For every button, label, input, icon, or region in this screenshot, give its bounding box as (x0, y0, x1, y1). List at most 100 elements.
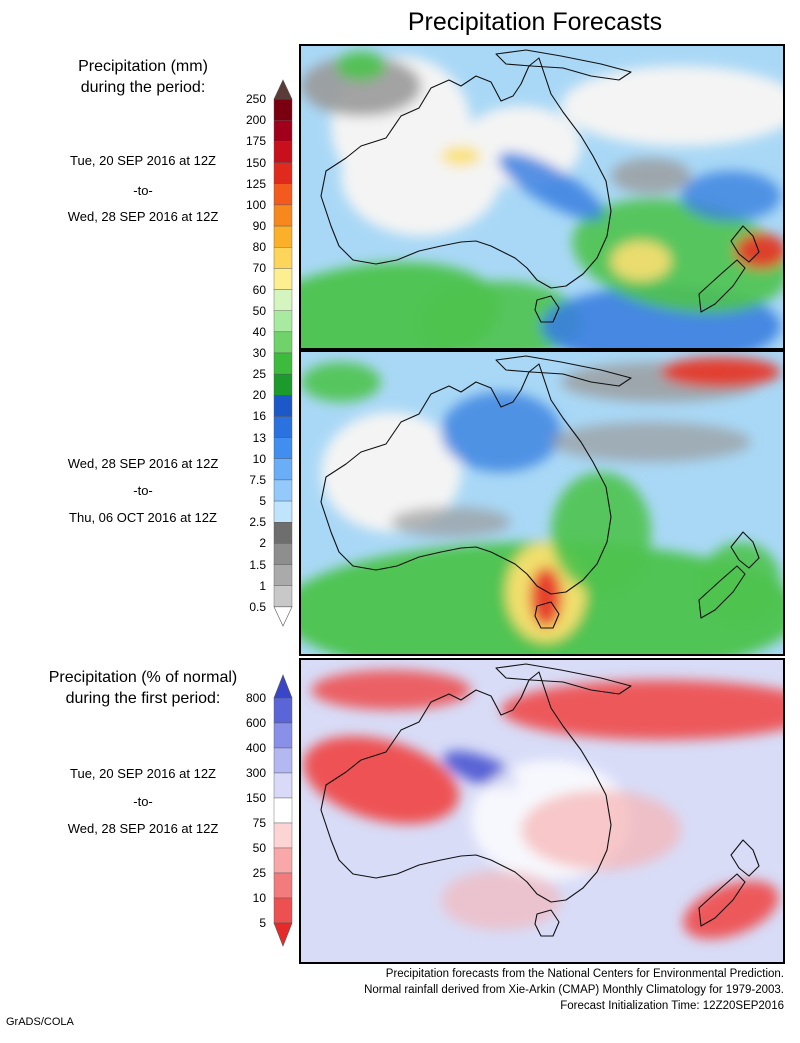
dry-region-pacific (561, 66, 783, 146)
nz-north-island-coastline (730, 531, 760, 569)
australia-coastline (320, 671, 612, 903)
precip-colorbar-tick-label: 25 (252, 367, 266, 382)
precip-region (441, 146, 481, 166)
nz-south-island-coastline (698, 565, 746, 619)
percent-colorbar-swatch (273, 747, 293, 774)
precip-colorbar-svg (273, 79, 293, 627)
precip-colorbar-swatch (273, 500, 293, 523)
percent-heading: Precipitation (% of normal) during the f… (8, 667, 278, 709)
precip-colorbar-tick-label: 16 (252, 409, 266, 424)
period2-start: Wed, 28 SEP 2016 at 12Z (67, 456, 219, 471)
precip-colorbar-tick-label: 150 (245, 155, 266, 170)
below-normal-west (303, 736, 459, 824)
precip-region (701, 542, 781, 622)
percent-normal-map (301, 660, 783, 962)
precip-region (498, 152, 604, 220)
dry-region-west (321, 412, 461, 532)
precip-colorbar-labels: 250 200 175 150 125 100 90 80 70 60 50 40 30 25 20 16 13… (226, 78, 266, 628)
period3-sep: -to- (133, 794, 153, 809)
precip-colorbar-swatch (273, 268, 293, 290)
below-normal-north-pacific (501, 680, 783, 740)
precip-colorbar-swatch (273, 522, 293, 544)
footer-notes: Precipitation forecasts from the Nationa… (264, 966, 784, 1014)
precip-region (441, 870, 561, 930)
footer-line-1: Precipitation forecasts from the Nationa… (385, 968, 784, 980)
percent-colorbar-tick-label: 150 (245, 791, 266, 805)
percent-colorbar-tick-label: 600 (245, 716, 266, 730)
period3-end: Wed, 28 SEP 2016 at 12Z (67, 821, 219, 836)
precip-colorbar-tick-label: 50 (252, 303, 266, 318)
precip-region (611, 241, 671, 281)
precip-colorbar-swatch (273, 373, 293, 396)
precip-colorbar-tick-label: 10 (252, 451, 266, 466)
nz-south-island-coastline (698, 259, 746, 313)
precip-colorbar-swatch (273, 141, 293, 163)
precip-colorbar-swatch (273, 606, 293, 627)
precip-colorbar-swatch (273, 120, 293, 142)
new-guinea-coastline (495, 49, 632, 81)
precip-colorbar-swatch (273, 79, 293, 100)
percent-colorbar-swatch (273, 897, 293, 924)
footer-line-3: Forecast Initialization Time: 12Z20SEP20… (560, 1000, 784, 1012)
precip-colorbar-swatch (273, 289, 293, 311)
precip-colorbar-swatch (273, 204, 293, 227)
precip-colorbar-swatch (273, 395, 293, 417)
credit-label: GrADS/COLA (6, 1016, 74, 1028)
precip-colorbar-tick-label: 60 (252, 282, 266, 297)
precip-region (611, 158, 691, 194)
below-normal-new-zealand (683, 880, 779, 940)
percent-colorbar-swatch (273, 847, 293, 874)
precip-colorbar-swatch (273, 225, 293, 248)
precip-map-week1 (301, 46, 783, 348)
precip-colorbar-tick-label: 100 (245, 197, 266, 212)
precip-heading-line-2: during the period: (80, 79, 206, 96)
precip-colorbar (268, 78, 298, 628)
precip-colorbar-swatch (273, 162, 293, 184)
precip-region (301, 56, 421, 116)
precip-map-week2 (301, 352, 783, 654)
percent-colorbar-svg (273, 674, 293, 947)
australia-coastline (320, 363, 612, 595)
precip-colorbar-swatch (273, 247, 293, 269)
precip-colorbar-tick-label: 5 (259, 494, 266, 509)
percent-colorbar-tick-label: 5 (259, 916, 266, 930)
precip-region (681, 171, 781, 221)
precip-heading: Precipitation (mm) during the period: (8, 56, 278, 98)
precip-colorbar-tick-label: 20 (252, 388, 266, 403)
map-panel-week1 (299, 44, 785, 350)
precip-colorbar-tick-label: 30 (252, 346, 266, 360)
percent-colorbar-swatch (273, 674, 293, 699)
precip-colorbar-tick-label: 2.5 (249, 515, 266, 530)
percent-colorbar-tick-label: 25 (252, 866, 266, 880)
precip-region (421, 281, 581, 348)
map-panel-percent (299, 658, 785, 964)
precip-colorbar-tick-label: 250 (245, 92, 266, 107)
precip-region (441, 392, 561, 472)
nz-north-island-coastline (730, 839, 760, 877)
period3-start: Tue, 20 SEP 2016 at 12Z (70, 766, 216, 781)
nz-north-island-coastline (730, 225, 760, 263)
nz-south-island-coastline (698, 873, 746, 927)
precip-colorbar-tick-label: 13 (252, 430, 266, 445)
map-panel-week2 (299, 350, 785, 656)
rain-region-southwest (301, 262, 500, 348)
new-guinea-coastline (495, 663, 632, 695)
precip-colorbar-tick-label: 2 (259, 536, 266, 551)
precip-region (391, 507, 511, 537)
percent-colorbar-tick-label: 10 (252, 891, 266, 905)
tasmania-coastline (534, 601, 560, 629)
precip-region (336, 51, 386, 81)
percent-colorbar-swatch (273, 872, 293, 899)
footer-line-2: Normal rainfall derived from Xie-Arkin (… (364, 984, 784, 996)
percent-heading-line-1: Precipitation (% of normal) (48, 669, 238, 686)
precip-colorbar-swatch (273, 352, 293, 375)
percent-colorbar-tick-label: 50 (252, 841, 266, 855)
percent-colorbar-labels: 800 600 400 300 150 75 50 25 10 5 (226, 673, 266, 948)
precip-colorbar-tick-label: 1.5 (249, 557, 266, 572)
tasmania-coastline (534, 295, 560, 323)
precip-region (551, 472, 651, 592)
percent-colorbar-swatch (273, 722, 293, 749)
period2-end: Thu, 06 OCT 2016 at 12Z (69, 510, 217, 525)
new-guinea-coastline (495, 355, 632, 387)
precip-colorbar-tick-label: 175 (245, 134, 266, 149)
